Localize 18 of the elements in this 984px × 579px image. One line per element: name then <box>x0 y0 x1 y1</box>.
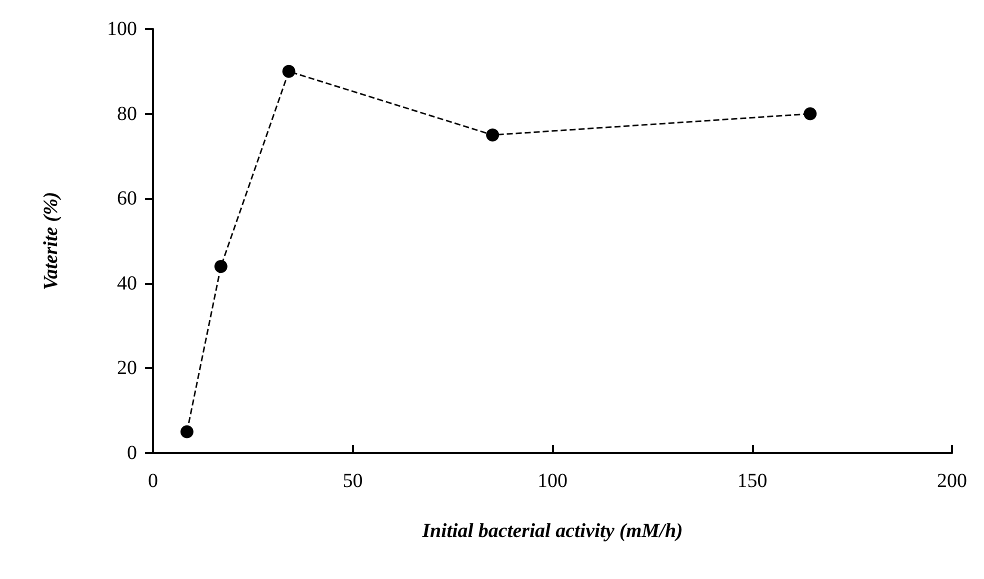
point <box>282 64 296 78</box>
y-tick-label: 0 <box>127 442 137 464</box>
x-tick-label: 100 <box>538 470 568 492</box>
y-axis-title: Vaterite (%) <box>40 192 62 290</box>
y-tick-label: 100 <box>107 18 137 40</box>
y-tick-label: 40 <box>117 272 137 294</box>
x-tick-label: 150 <box>737 470 768 492</box>
point <box>214 260 228 273</box>
x-tick-label: 200 <box>937 470 967 492</box>
point <box>804 107 817 120</box>
x-axis-title: Initial bacterial activity (mM/h) <box>421 520 683 542</box>
y-tick-label: 80 <box>117 102 137 125</box>
point <box>180 425 194 438</box>
y-tick-label: 20 <box>117 357 137 380</box>
point <box>486 128 500 142</box>
x-tick-label: 0 <box>148 470 158 492</box>
x-tick-label: 50 <box>342 470 363 492</box>
y-tick-label: 60 <box>117 188 137 210</box>
